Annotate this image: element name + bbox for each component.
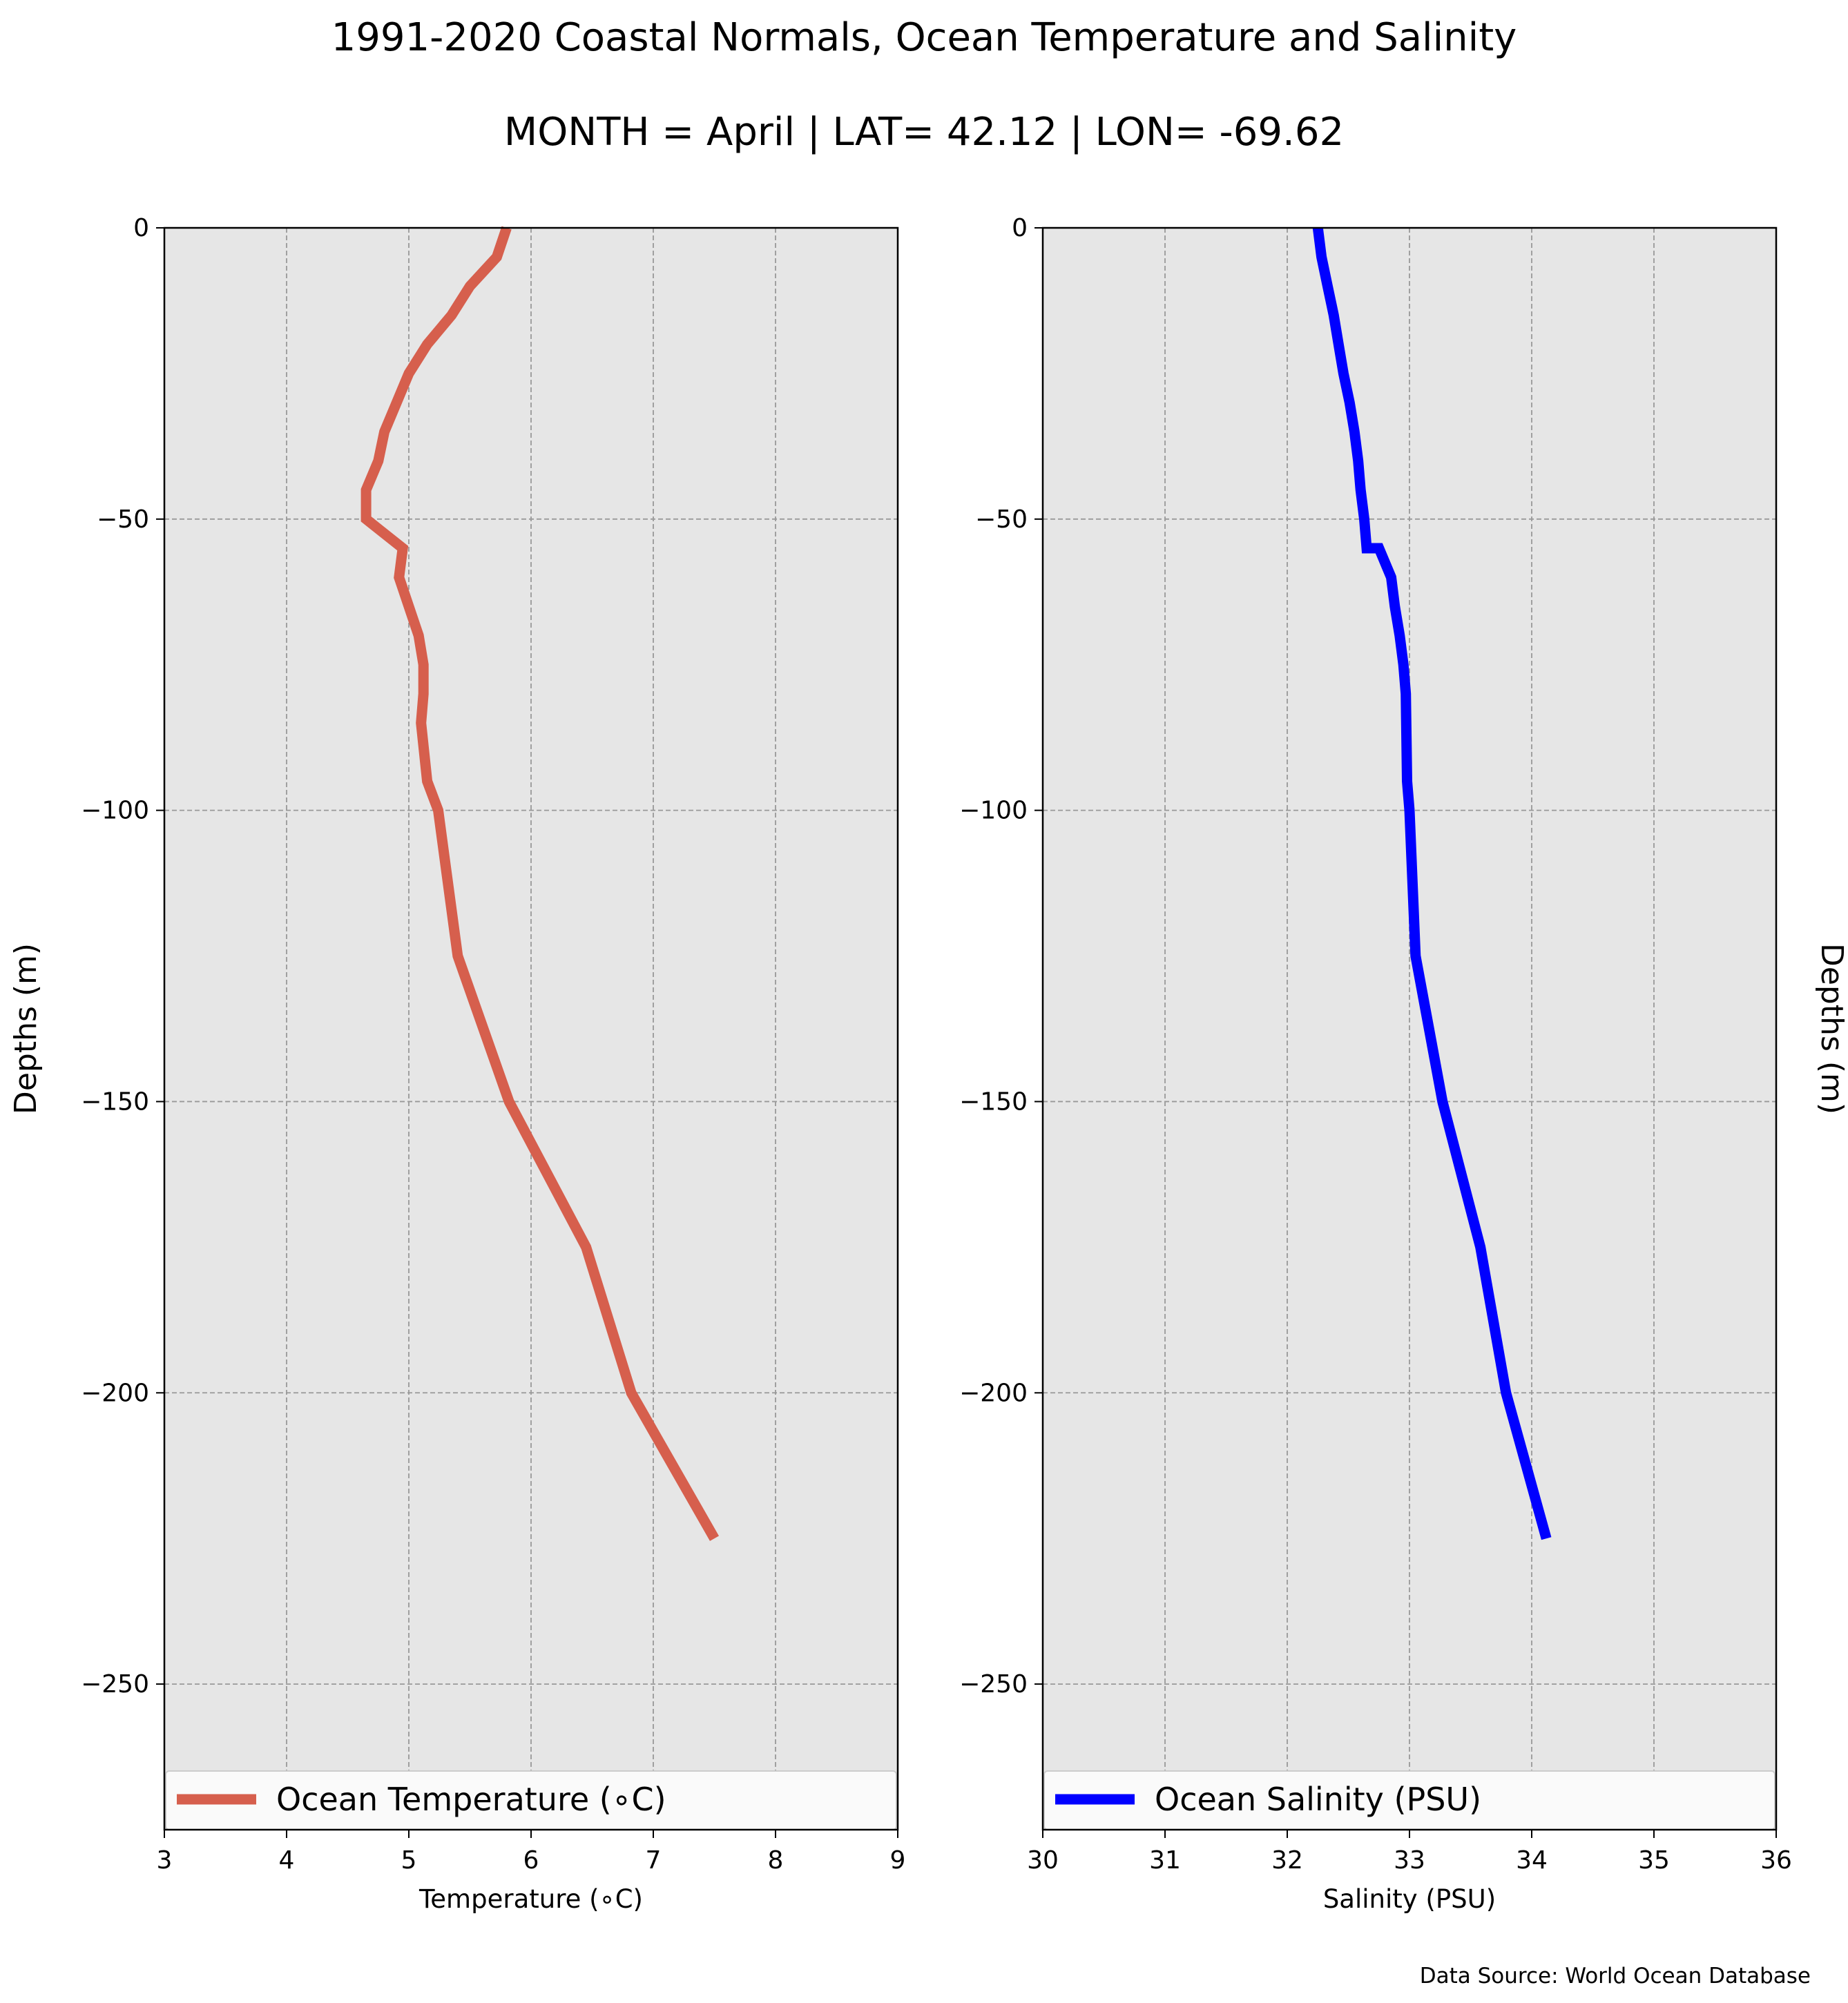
y-tick-label: −100 (81, 797, 149, 825)
y-tick-label: −250 (81, 1670, 149, 1699)
x-tick-label: 34 (1516, 1846, 1548, 1875)
chart-title: 1991-2020 Coastal Normals, Ocean Tempera… (331, 15, 1517, 60)
x-tick-label: 5 (401, 1846, 417, 1875)
x-tick-label: 31 (1149, 1846, 1181, 1875)
y-tick-label: −150 (81, 1087, 149, 1116)
y-tick-label: −50 (97, 505, 149, 534)
legend: Ocean Temperature (∘C) (165, 1770, 897, 1830)
chart-subtitle: MONTH = April | LAT= 42.12 | LON= -69.62 (504, 110, 1344, 155)
legend: Ocean Salinity (PSU) (1043, 1770, 1775, 1830)
data-source-note: Data Source: World Ocean Database (1420, 1964, 1811, 1989)
x-tick-label: 32 (1271, 1846, 1303, 1875)
x-tick-label: 35 (1638, 1846, 1670, 1875)
x-axis-label: Temperature (∘C) (418, 1884, 643, 1914)
y-tick-label: 0 (133, 214, 149, 242)
temperature-panel: Ocean Temperature (∘C) 3 4 5 6 7 8 9 0 −50 −100 −15… (8, 214, 905, 1914)
series-line (360, 226, 720, 1541)
x-tick-label: 3 (157, 1846, 173, 1875)
x-tick-label: 30 (1027, 1846, 1059, 1875)
x-tick-label: 6 (523, 1846, 539, 1875)
y-tick-label: −150 (959, 1087, 1028, 1116)
y-tick-label: −50 (975, 505, 1028, 534)
x-tick-label: 33 (1394, 1846, 1425, 1875)
y-tick-label: −100 (959, 797, 1028, 825)
y-tick-label: 0 (1012, 214, 1028, 242)
series-line (1312, 227, 1552, 1540)
x-tick-label: 8 (768, 1846, 784, 1875)
x-tick-label: 7 (646, 1846, 662, 1875)
x-tick-label: 36 (1760, 1846, 1792, 1875)
x-tick-label: 9 (890, 1846, 906, 1875)
y-axis-label: Depths (m) (1814, 943, 1848, 1114)
salinity-panel: Ocean Salinity (PSU) 30 31 32 33 34 35 36 0 −50 −1… (959, 214, 1848, 1914)
y-tick-label: −200 (959, 1379, 1028, 1407)
x-tick-label: 4 (279, 1846, 295, 1875)
y-tick-label: −250 (959, 1670, 1028, 1699)
y-tick-label: −200 (81, 1379, 149, 1407)
y-axis-label: Depths (m) (8, 943, 44, 1114)
legend-label: Ocean Salinity (PSU) (1155, 1781, 1481, 1818)
legend-label: Ocean Temperature (∘C) (276, 1781, 666, 1818)
x-axis-label: Salinity (PSU) (1323, 1884, 1496, 1914)
